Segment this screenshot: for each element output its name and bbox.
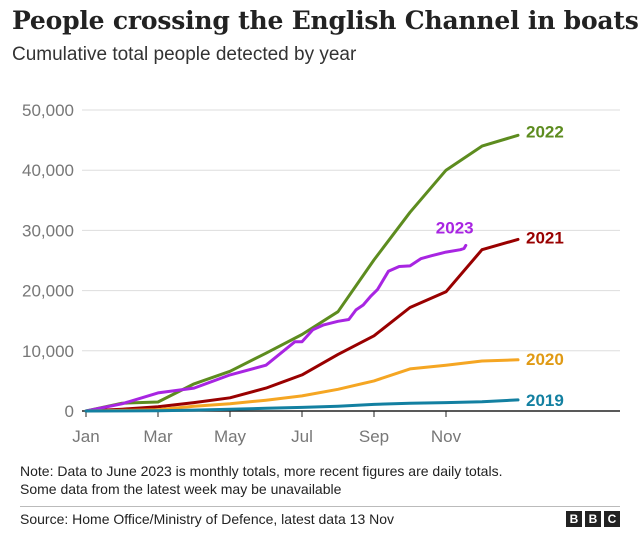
logo-letter: C [604,511,620,527]
series-lines [84,133,520,413]
x-tick-label: Jan [72,427,99,446]
x-tick-label: Sep [359,427,389,446]
series-label-2021: 2021 [526,228,564,247]
source-text: Source: Home Office/Ministry of Defence,… [20,511,395,527]
y-tick-label: 0 [65,402,74,421]
chart-title: People crossing the English Channel in b… [12,6,639,35]
y-tick-label: 20,000 [22,282,74,301]
x-tick-label: Nov [431,427,462,446]
y-tick-label: 10,000 [22,342,74,361]
series-line-2022 [84,133,520,413]
series-line-2019 [84,398,520,413]
series-label-2019: 2019 [526,391,564,410]
x-tick-label: May [214,427,247,446]
series-label-2020: 2020 [526,350,564,369]
logo-letter: B [566,511,582,527]
y-ticks: 0 10,000 20,000 30,000 40,000 50,000 [22,101,74,421]
bbc-logo: B B C [566,511,620,527]
series-line-2021 [84,237,520,413]
note-line-2: Some data from the latest week may be un… [20,481,342,497]
line-chart: 0 10,000 20,000 30,000 40,000 50,000 Jan Mar Ma… [22,101,620,446]
series-labels: 2022 2021 2023 2020 2019 [436,122,564,410]
y-tick-label: 40,000 [22,161,74,180]
y-tick-label: 50,000 [22,101,74,120]
series-line-2023 [84,243,468,413]
series-label-2023: 2023 [436,218,474,237]
chart-subtitle: Cumulative total people detected by year [12,44,357,65]
y-tick-label: 30,000 [22,221,74,240]
chart-note: Note: Data to June 2023 is monthly total… [20,462,502,498]
note-line-1: Note: Data to June 2023 is monthly total… [20,463,503,479]
footer-divider [20,506,620,507]
x-ticks: Jan Mar May Jul Sep Nov [72,411,462,446]
logo-letter: B [585,511,601,527]
x-tick-label: Jul [291,427,313,446]
series-label-2022: 2022 [526,122,564,141]
x-tick-label: Mar [143,427,173,446]
